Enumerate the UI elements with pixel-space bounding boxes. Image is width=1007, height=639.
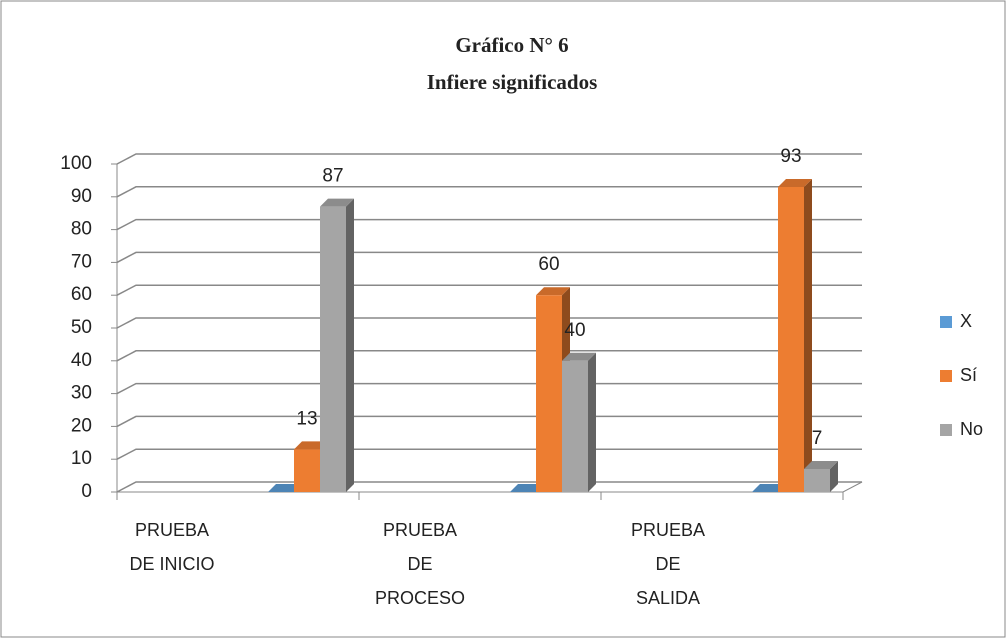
data-label: 7	[812, 428, 823, 449]
data-label: 60	[538, 254, 559, 275]
bar	[752, 484, 786, 492]
y-tick-label: 90	[71, 186, 92, 207]
grid-line	[116, 415, 862, 428]
bar-side	[346, 198, 354, 492]
x-tick-label: DE	[407, 554, 432, 574]
x-tick-label: PRUEBA	[135, 520, 209, 540]
bar-front	[536, 295, 562, 492]
y-tick-label: 20	[71, 415, 92, 436]
chart-title: Infiere significados	[427, 70, 598, 94]
x-tick-label: PROCESO	[375, 588, 465, 608]
bar-top	[804, 461, 838, 470]
bar-top	[778, 178, 812, 187]
y-tick-label: 80	[71, 219, 92, 240]
bar-side	[830, 461, 838, 492]
bar-top	[320, 198, 354, 207]
data-label: 40	[564, 320, 585, 341]
legend-swatch	[940, 424, 952, 436]
grid-line	[116, 350, 862, 362]
bar-front	[778, 186, 804, 492]
legend-swatch	[940, 316, 952, 328]
data-label: 93	[780, 146, 801, 167]
grid-line	[116, 153, 862, 165]
y-tick-label: 10	[71, 448, 92, 469]
y-tick-label: 40	[71, 350, 92, 371]
y-tick-label: 0	[81, 481, 92, 502]
chart-title: Gráfico N° 6	[455, 33, 568, 57]
grid-line	[116, 448, 862, 460]
x-tick-label: PRUEBA	[631, 520, 705, 540]
y-tick-label: 60	[71, 284, 92, 305]
data-label: 13	[296, 408, 317, 429]
bar	[778, 178, 812, 492]
y-tick-label: 100	[60, 153, 92, 174]
bar-top	[536, 287, 570, 296]
bar-top	[752, 484, 786, 492]
grid-line	[116, 251, 862, 264]
bar-side	[588, 352, 596, 492]
x-tick-label: PRUEBA	[383, 520, 457, 540]
x-tick-label: DE INICIO	[129, 554, 214, 574]
grid-line	[116, 218, 862, 231]
bar-top	[268, 484, 302, 492]
bar-front	[294, 449, 320, 492]
x-tick-label: DE	[655, 554, 680, 574]
bar-front	[320, 206, 346, 492]
y-tick-label: 70	[71, 251, 92, 272]
y-tick-label: 50	[71, 317, 92, 338]
bar-side	[804, 178, 812, 492]
grid-line	[116, 481, 862, 493]
grid-line	[116, 186, 862, 198]
bar-top	[562, 352, 596, 361]
bar	[562, 352, 596, 492]
legend-label: X	[960, 311, 972, 331]
legend-label: Sí	[960, 365, 977, 385]
data-label: 87	[322, 166, 343, 187]
y-tick-label: 30	[71, 383, 92, 404]
grid-line	[116, 382, 862, 395]
x-tick-label: SALIDA	[636, 588, 700, 608]
bar	[510, 484, 544, 492]
bar	[804, 461, 838, 492]
bar	[320, 198, 354, 492]
legend-swatch	[940, 370, 952, 382]
bar-top	[510, 484, 544, 492]
bar	[268, 484, 302, 492]
grid-line	[116, 284, 862, 296]
bar-front	[804, 469, 830, 492]
grid-line	[116, 317, 862, 329]
legend-label: No	[960, 419, 983, 439]
bar-top	[294, 441, 328, 450]
bar-front	[562, 360, 588, 492]
